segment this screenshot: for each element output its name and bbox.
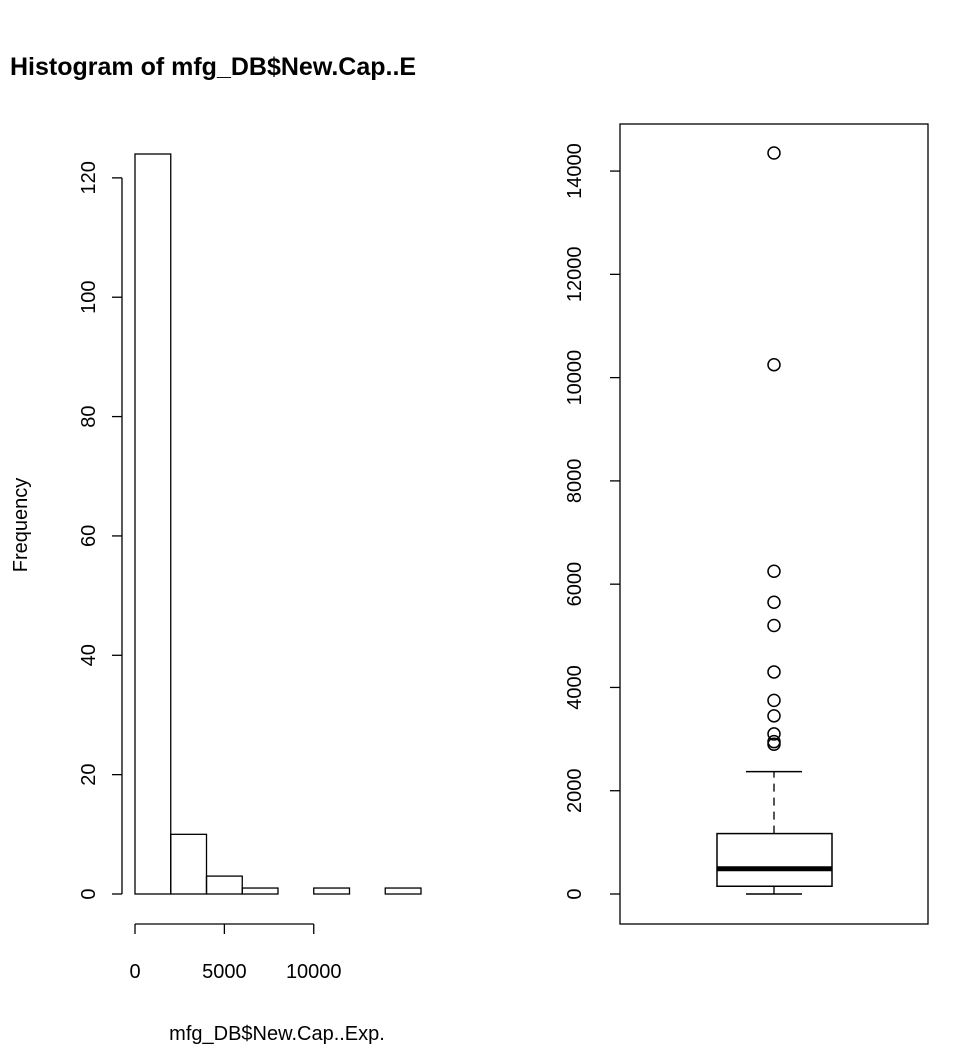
histogram-y-tick-label: 100 bbox=[78, 281, 100, 314]
boxplot-outlier-point bbox=[767, 564, 781, 579]
histogram-chart: Histogram of mfg_DB$New.Cap..E 0 20 40 60 80… bbox=[10, 53, 422, 1045]
histogram-x-tick-label: 10000 bbox=[286, 961, 342, 983]
histogram-y-tick-label: 80 bbox=[78, 405, 100, 427]
boxplot-y-tick-label: 4000 bbox=[564, 665, 586, 710]
boxplot-outlier-point bbox=[767, 595, 781, 609]
boxplot-outlier-point bbox=[767, 693, 781, 708]
boxplot-y-axis: 0 2000 4000 6000 8000 10000 12000 14000 bbox=[564, 143, 620, 900]
boxplot-y-tick-label: 2000 bbox=[564, 768, 586, 813]
histogram-y-axis: 0 20 40 60 80 100 120 bbox=[78, 161, 123, 900]
histogram-title: Histogram of mfg_DB$New.Cap..E bbox=[10, 53, 416, 81]
boxplot-outlier-point bbox=[767, 618, 781, 633]
histogram-bar bbox=[134, 153, 172, 895]
boxplot-outlier-point bbox=[767, 709, 781, 723]
boxplot-outlier-point bbox=[767, 734, 781, 749]
histogram-bar bbox=[313, 887, 351, 895]
boxplot-y-tick-label: 6000 bbox=[564, 562, 586, 607]
boxplot-box bbox=[716, 832, 833, 888]
histogram-x-axis-label: mfg_DB$New.Cap..Exp. bbox=[169, 1023, 385, 1045]
histogram-y-tick-label: 60 bbox=[78, 525, 100, 547]
histogram-x-tick-label: 0 bbox=[129, 961, 140, 983]
boxplot-outlier-point bbox=[767, 727, 781, 741]
boxplot-y-tick-label: 0 bbox=[564, 888, 586, 899]
histogram-y-axis-label: Frequency bbox=[10, 478, 32, 573]
boxplot-frame bbox=[619, 123, 929, 925]
boxplot-outliers bbox=[767, 146, 781, 752]
boxplot-y-tick-label: 14000 bbox=[564, 143, 586, 199]
histogram-bar bbox=[241, 887, 279, 895]
boxplot-outlier-point bbox=[767, 737, 781, 752]
histogram-y-tick-label: 120 bbox=[78, 161, 100, 194]
histogram-y-tick-label: 0 bbox=[78, 888, 100, 899]
histogram-y-tick-label: 20 bbox=[78, 764, 100, 786]
boxplot-body bbox=[716, 770, 833, 895]
boxplot-outlier-point bbox=[767, 146, 781, 160]
boxplot-outlier-point bbox=[767, 665, 781, 679]
histogram-y-tick-label: 40 bbox=[78, 644, 100, 666]
boxplot-outlier-point bbox=[767, 357, 781, 372]
boxplot-y-tick-label: 10000 bbox=[564, 350, 586, 406]
histogram-bar bbox=[170, 833, 208, 895]
boxplot-chart: 0 2000 4000 6000 8000 10000 12000 14000 bbox=[564, 123, 929, 925]
histogram-x-tick-label: 5000 bbox=[202, 961, 247, 983]
histogram-bar bbox=[205, 875, 243, 895]
boxplot-y-tick-label: 12000 bbox=[564, 247, 586, 303]
histogram-bar bbox=[384, 887, 422, 895]
histogram-x-axis: 0 5000 10000 bbox=[129, 923, 342, 983]
boxplot-y-tick-label: 8000 bbox=[564, 459, 586, 504]
histogram-bars bbox=[134, 153, 422, 895]
